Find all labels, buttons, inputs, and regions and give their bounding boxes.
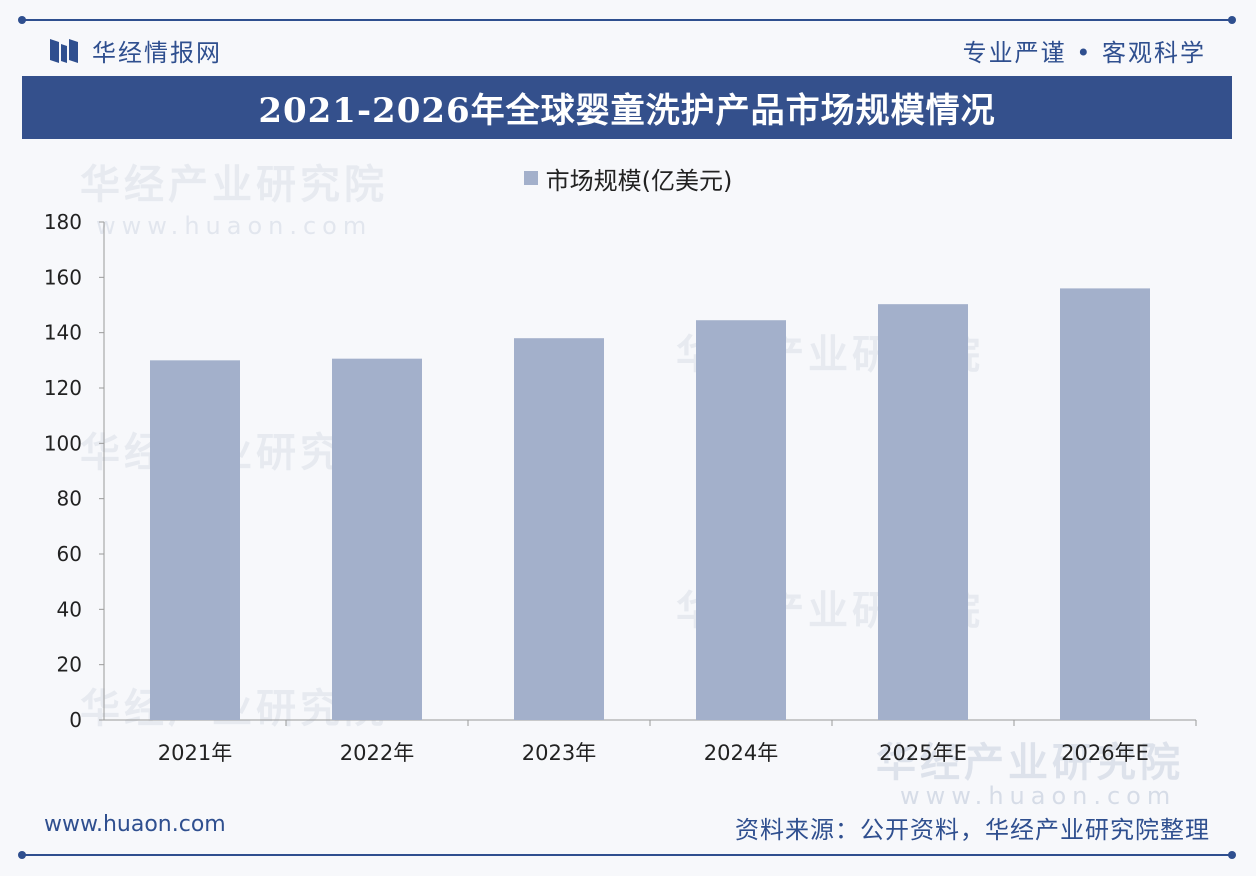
rule-dot-right <box>1228 16 1236 24</box>
brand: 华经情报网 <box>50 32 222 68</box>
bar-5 <box>878 304 968 720</box>
y-tick-label: 160 <box>44 265 82 289</box>
y-tick-label: 40 <box>57 597 82 621</box>
rule-dot-right <box>1228 851 1236 859</box>
y-tick-label: 140 <box>44 321 82 345</box>
rule-dot-left <box>18 851 26 859</box>
huajing-logo-icon <box>50 39 78 63</box>
x-tick-label: 2025年E <box>879 741 967 765</box>
footer-source: 资料来源：公开资料，华经产业研究院整理 <box>735 816 1210 844</box>
top-rule <box>18 16 1236 24</box>
y-tick-label: 80 <box>57 487 82 511</box>
y-tick-label: 0 <box>69 708 82 732</box>
bar-1 <box>150 360 240 720</box>
y-tick-label: 120 <box>44 376 82 400</box>
bar-2 <box>332 358 422 720</box>
x-tick-label: 2026年E <box>1061 741 1149 765</box>
y-tick-label: 20 <box>57 653 82 677</box>
bar-4 <box>696 320 786 720</box>
brand-name: 华经情报网 <box>92 38 222 67</box>
x-tick-label: 2021年 <box>158 741 232 765</box>
x-tick-label: 2024年 <box>704 741 778 765</box>
bottom-rule <box>18 851 1236 859</box>
x-tick-label: 2023年 <box>522 741 596 765</box>
y-tick-label: 60 <box>57 542 82 566</box>
legend: 市场规模(亿美元) <box>0 160 1256 196</box>
legend-swatch <box>523 171 538 185</box>
title-banner: 2021-2026年全球婴童洗护产品市场规模情况 <box>22 76 1232 139</box>
slogan: 专业严谨 • 客观科学 <box>962 38 1206 67</box>
y-tick-label: 100 <box>44 431 82 455</box>
chart-title: 2021-2026年全球婴童洗护产品市场规模情况 <box>258 91 996 131</box>
bar-3 <box>514 338 604 720</box>
legend-label: 市场规模(亿美元) <box>545 166 733 195</box>
x-tick-label: 2022年 <box>340 741 414 765</box>
bar-6 <box>1060 288 1150 720</box>
footer-url: www.huaon.com <box>44 812 226 837</box>
y-tick-label: 180 <box>44 210 82 234</box>
rule-dot-left <box>18 16 26 24</box>
